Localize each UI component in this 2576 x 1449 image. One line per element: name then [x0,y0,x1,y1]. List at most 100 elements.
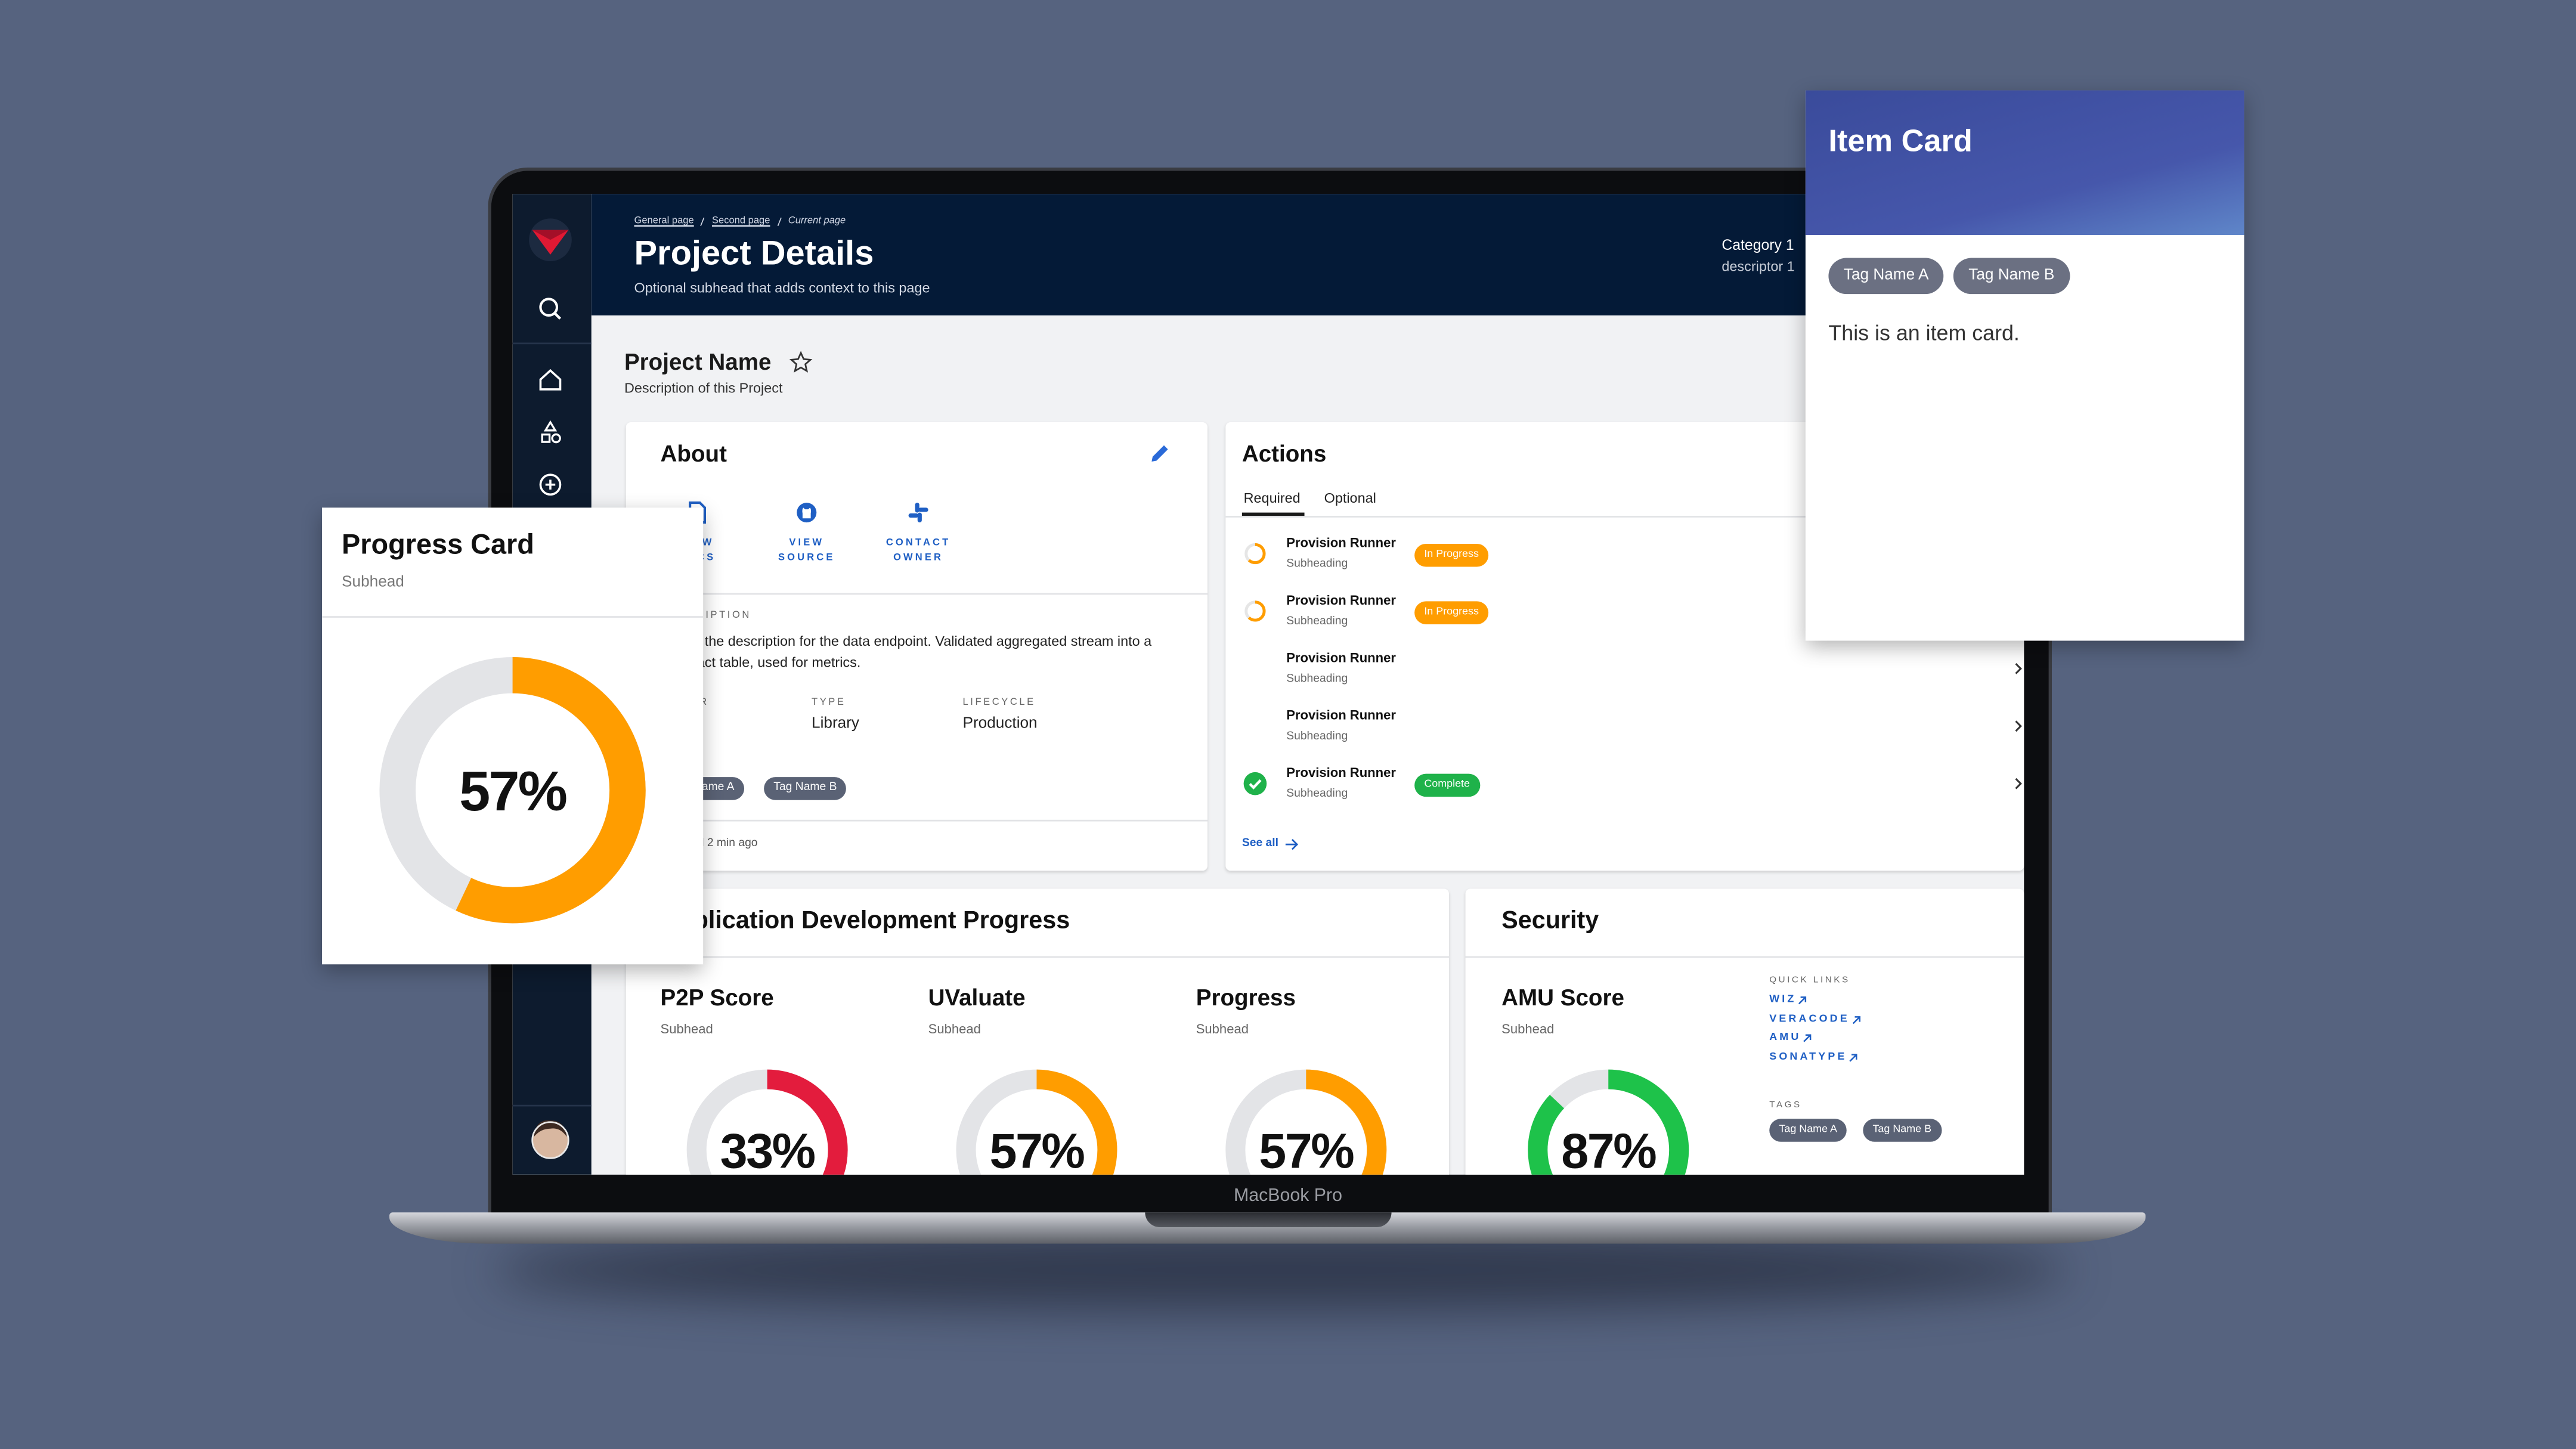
score-subhead: Subhead [928,1022,981,1037]
arrow [1849,1053,1857,1061]
divider [626,956,1449,958]
project-description: Description of this Project [624,379,783,396]
link-icon[interactable] [907,501,930,524]
page-subhead: Optional subhead that adds context to th… [634,279,930,296]
description: This is the description for the data end… [660,632,1152,671]
gauge-arc [379,657,646,924]
star [789,351,813,373]
chevron[interactable] [2014,662,2023,675]
category: Category 1 [1722,236,1794,253]
shapes-icon-triangle[interactable] [543,420,558,432]
gauge-arc [686,1069,848,1175]
external-link-icon[interactable] [1852,1014,1862,1024]
divider [626,593,1208,595]
divider [322,616,704,618]
app-dev-card: Application Development Progress P2P Scor… [626,888,1449,1175]
card-title: About [660,439,727,466]
logo-fold[interactable] [532,230,569,240]
tab[interactable]: Optional [1324,489,1376,506]
check [1249,779,1262,789]
slack-bar [908,513,919,518]
score-subhead: Subhead [1196,1022,1249,1037]
row-title[interactable]: Provision Runner [1286,593,1396,608]
link-icon[interactable] [795,501,818,524]
logo[interactable] [532,230,569,255]
chevron[interactable] [2014,777,2023,790]
breadcrumb[interactable]: Second page [711,216,770,227]
breadcrumb: Current page [788,216,846,227]
gauge: 33% [686,1069,848,1175]
external-link-icon[interactable] [1848,1052,1858,1063]
descriptor: descriptor 1 [1722,258,1795,274]
gauge-label: 33% [720,1123,815,1175]
add-icon-plus[interactable] [545,479,556,490]
shapes-icon-square[interactable] [541,434,551,443]
card-title: Application Development Progress [660,906,1070,935]
gauge: 87% [1528,1069,1689,1175]
external-link-icon[interactable] [1802,1033,1812,1044]
divider [626,819,1208,822]
row-subheading: Subheading [1286,615,1348,627]
slack-bar [915,503,919,513]
row-title[interactable]: Provision Runner [1286,535,1396,551]
item-card: Item Card Tag Name A Tag Name B This is an … [1805,90,2244,641]
field-value: Library [812,715,860,733]
divider [1225,516,2024,518]
row-subheading: Subheading [1286,730,1348,742]
edit-icon[interactable] [1148,442,1172,465]
gauge-label: 57% [459,760,566,822]
slack-bar [918,507,928,512]
quick-link[interactable]: SONATYPE [1769,1051,1847,1063]
tag: Complete [1414,773,1480,797]
external-link-icon[interactable] [1797,996,1807,1006]
home-icon[interactable] [539,369,562,391]
chevron-path [2015,720,2022,732]
laptop-label: MacBook Pro [1234,1186,1342,1206]
gauge-label: 87% [1561,1123,1656,1175]
tab[interactable]: Required [1243,489,1301,506]
security-card: Security AMU Score Subhead 87% QUICK LINKS WI… [1465,888,2024,1175]
row-title[interactable]: Provision Runner [1286,708,1396,723]
see-all-arrow[interactable] [1284,838,1299,851]
avatar-ring[interactable] [531,1121,569,1159]
arrow [1852,1015,1861,1023]
avatar[interactable] [532,1122,569,1159]
tag: Tag Name A [1769,1119,1847,1142]
tag: Tag Name B [764,777,847,800]
link-label[interactable]: VIEW SOURCE [778,538,835,564]
breadcrumb-separator [777,217,782,227]
row-subheading: Subheading [1286,788,1348,800]
status-icon [1243,772,1267,795]
laptop-notch [1145,1212,1392,1228]
chevron[interactable] [2014,720,2023,733]
github-cat [802,507,812,519]
score-title: Progress [1196,983,1296,1010]
gauge: 57% [1225,1069,1387,1175]
quick-link[interactable]: AMU [1769,1032,1801,1044]
quick-link[interactable]: WIZ [1769,994,1797,1006]
search-icon[interactable] [539,298,559,317]
section-label: TAGS [1769,1100,1802,1110]
search-icon-handle[interactable] [553,312,562,320]
gauge-label: 57% [1259,1123,1354,1175]
link-label[interactable]: CONTACT OWNER [886,538,951,564]
quick-link[interactable]: VERACODE [1769,1013,1850,1025]
slack-bar [917,512,922,523]
favorite-star[interactable] [789,351,813,373]
status-icon [1244,600,1266,622]
row-title[interactable]: Provision Runner [1286,766,1396,781]
score-subhead: Subhead [660,1022,713,1037]
divider [1465,956,2024,958]
slash [777,217,782,227]
see-all[interactable]: See all [1241,837,1278,849]
row-subheading: Subheading [1286,673,1348,685]
shapes-icon-circle[interactable] [551,433,561,444]
gauge-arc [1225,1069,1387,1175]
add-icon[interactable] [539,473,562,496]
row-title[interactable]: Provision Runner [1286,651,1396,666]
project-name: Project Name [624,347,772,374]
breadcrumb[interactable]: General page [634,216,694,227]
score-title: UValuate [928,983,1026,1010]
status-icon [1244,543,1266,565]
